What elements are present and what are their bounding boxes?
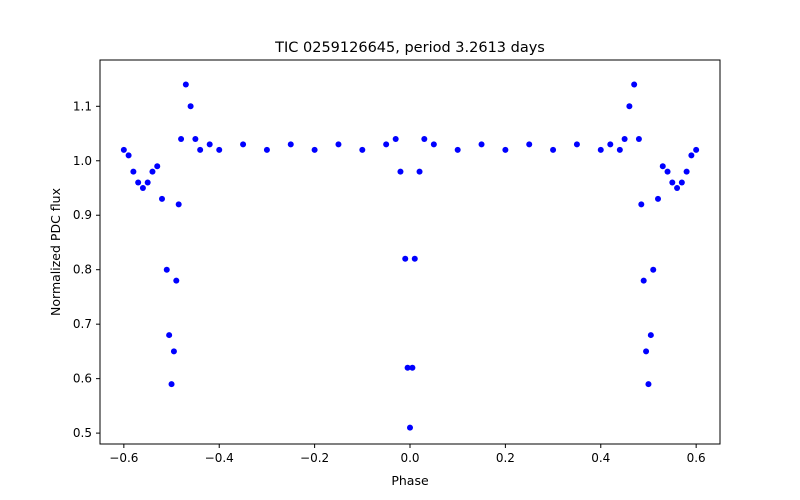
data-point	[397, 168, 404, 175]
y-tick-label: 1.0	[73, 154, 92, 168]
data-point	[216, 146, 223, 153]
data-point	[647, 332, 654, 339]
data-point	[607, 141, 614, 148]
data-point	[144, 179, 151, 186]
data-point	[631, 81, 638, 88]
x-tick-label: −0.4	[205, 451, 234, 465]
data-point	[187, 103, 194, 110]
data-point	[693, 146, 700, 153]
data-point	[688, 152, 695, 159]
data-point	[192, 135, 199, 142]
data-point	[206, 141, 213, 148]
y-tick-label: 0.9	[73, 208, 92, 222]
x-axis-ticks: −0.6 −0.4 −0.2 0.0 0.2 0.4 0.6	[109, 444, 706, 465]
data-point	[640, 277, 647, 284]
data-point	[383, 141, 390, 148]
data-point	[168, 381, 175, 388]
data-point	[421, 135, 428, 142]
data-point	[683, 168, 690, 175]
data-point	[240, 141, 247, 148]
data-point	[287, 141, 294, 148]
data-point	[135, 179, 142, 186]
data-point	[263, 146, 270, 153]
data-point	[478, 141, 485, 148]
data-point	[149, 168, 156, 175]
y-tick-label: 1.1	[73, 99, 92, 113]
data-point	[659, 163, 666, 170]
data-point	[645, 381, 652, 388]
data-point	[526, 141, 533, 148]
data-point	[573, 141, 580, 148]
data-point	[655, 195, 661, 202]
data-point	[170, 348, 177, 355]
data-point	[409, 364, 416, 371]
data-point	[674, 185, 681, 191]
x-tick-label: −0.2	[300, 451, 329, 465]
y-tick-label: 0.6	[73, 372, 92, 386]
data-point	[178, 135, 185, 142]
y-tick-label: 0.5	[73, 426, 92, 440]
data-point	[430, 141, 437, 148]
data-point	[678, 179, 685, 186]
data-point	[638, 201, 645, 208]
data-points	[120, 81, 700, 431]
data-point	[597, 146, 604, 153]
data-point	[550, 146, 557, 153]
x-axis-label: Phase	[391, 473, 429, 488]
data-point	[197, 146, 204, 153]
data-point	[173, 277, 180, 284]
data-point	[502, 146, 509, 153]
data-point	[163, 266, 170, 273]
data-point	[643, 348, 650, 355]
data-point	[635, 135, 642, 142]
data-point	[125, 152, 132, 159]
data-point	[621, 135, 628, 142]
data-point	[669, 179, 676, 186]
data-point	[182, 81, 189, 88]
data-point	[626, 103, 633, 110]
data-point	[402, 255, 409, 262]
data-point	[359, 146, 366, 153]
data-point	[335, 141, 342, 148]
data-point	[407, 424, 413, 431]
data-point	[130, 168, 137, 175]
data-point	[311, 146, 318, 153]
x-tick-label: 0.0	[400, 451, 419, 465]
data-point	[416, 168, 423, 175]
x-tick-label: 0.6	[687, 451, 706, 465]
y-axis-label: Normalized PDC flux	[48, 188, 63, 316]
data-point	[154, 163, 161, 170]
data-point	[159, 195, 165, 202]
x-tick-label: 0.2	[496, 451, 515, 465]
data-point	[120, 146, 127, 153]
data-point	[454, 146, 461, 153]
y-axis-ticks: 0.5 0.6 0.7 0.8 0.9 1.0 1.1	[73, 99, 100, 440]
x-tick-label: 0.4	[591, 451, 610, 465]
data-point	[392, 135, 399, 142]
y-tick-label: 0.8	[73, 263, 92, 277]
data-point	[175, 201, 182, 208]
x-tick-label: −0.6	[109, 451, 138, 465]
data-point	[664, 168, 671, 175]
data-point	[411, 255, 418, 262]
chart-title: TIC 0259126645, period 3.2613 days	[274, 40, 545, 56]
y-tick-label: 0.7	[73, 317, 92, 331]
data-point	[139, 185, 146, 191]
data-point	[650, 266, 657, 273]
data-point	[616, 146, 623, 153]
data-point	[166, 332, 173, 339]
data-point	[404, 364, 411, 371]
